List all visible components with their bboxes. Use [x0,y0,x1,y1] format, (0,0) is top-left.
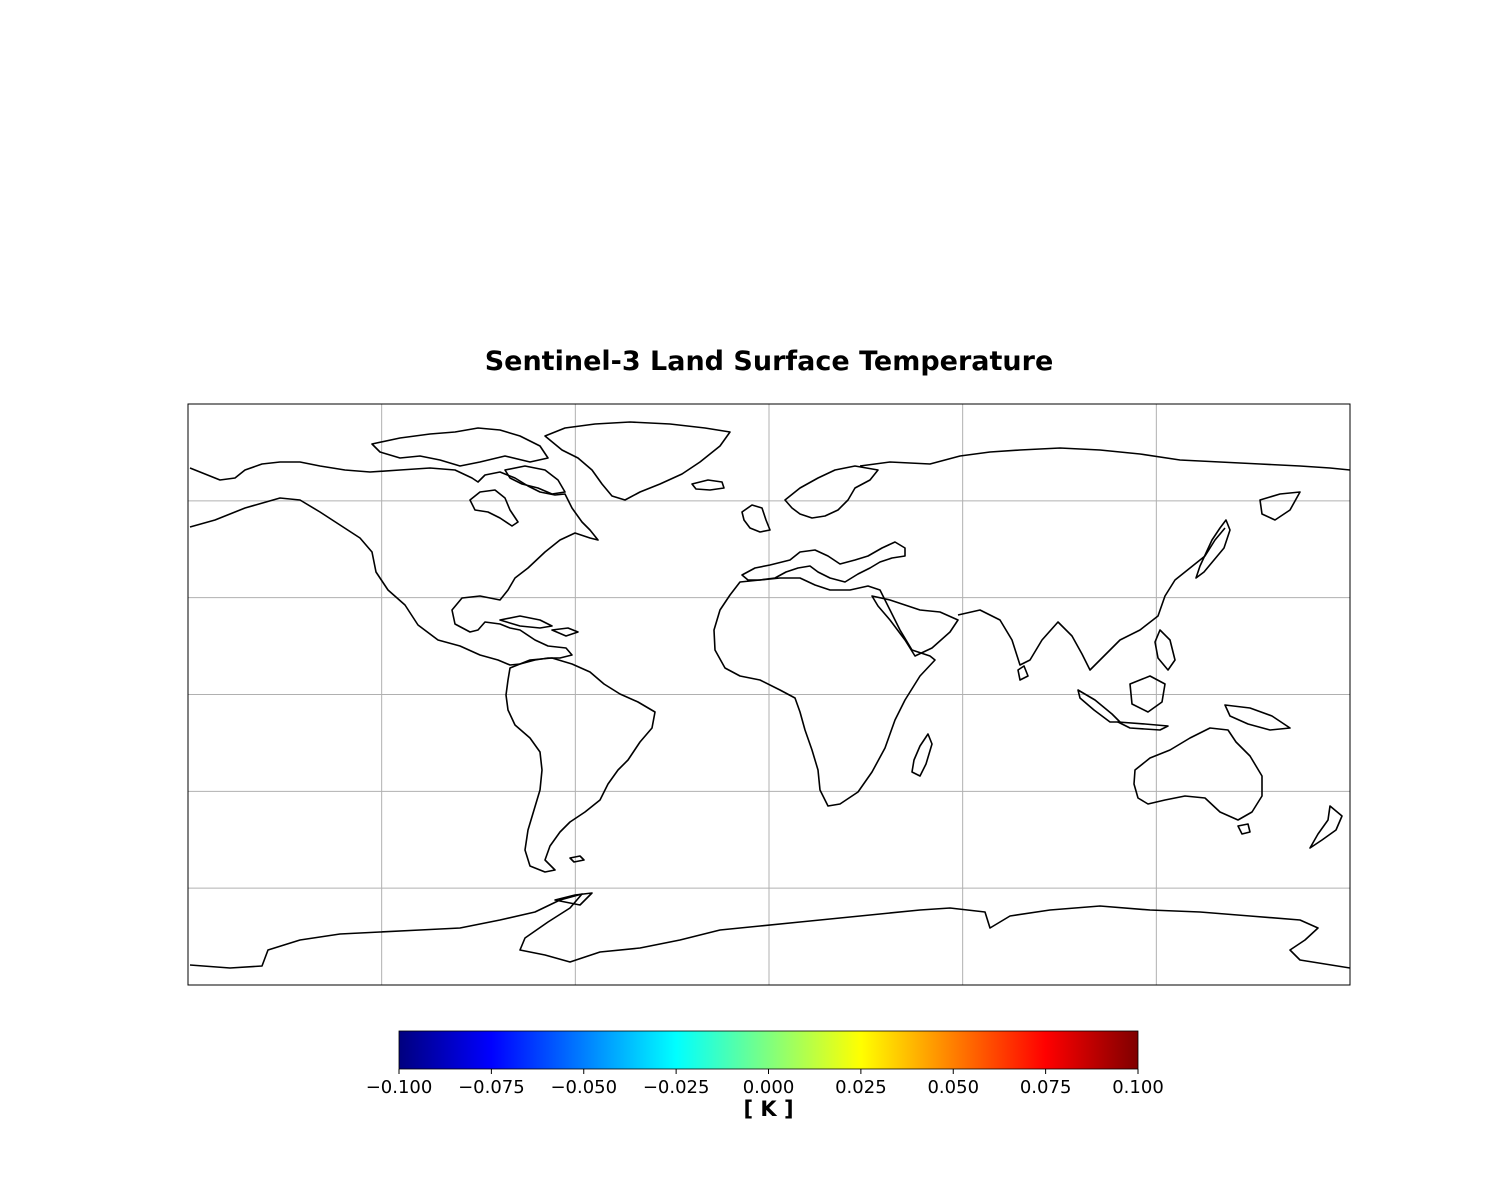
coastline-kamchatka [1259,491,1301,521]
coastline-asia-south [957,527,1226,671]
coastline-sri-lanka [1017,665,1029,681]
colorbar-tick-label: −0.075 [458,1077,525,1098]
colorbar-tick-label: −0.025 [643,1077,710,1098]
coastlines [189,421,1350,969]
coastline-australia [1133,727,1263,821]
coastline-madagascar [911,733,933,777]
map-frame [187,403,1351,986]
map-panel [187,403,1351,986]
colorbar-label: [ K ] [743,1097,794,1121]
coastline-south-america [505,657,656,873]
gridlines [188,404,1350,985]
map-title: Sentinel-3 Land Surface Temperature [484,346,1054,377]
coastline-greenland [544,421,731,501]
coastline-iceland [691,479,725,491]
coastline-hispaniola [551,627,579,637]
colorbar: −0.100 −0.075 −0.050 −0.025 0.000 0.025 0.050 0… [366,1030,1164,1098]
coastline-sumatra [1077,689,1121,723]
colorbar-tick-label: 0.075 [1020,1077,1072,1098]
colorbar-tick-label: −0.100 [366,1077,433,1098]
coastline-tasmania [1237,823,1251,835]
coastline-borneo [1129,675,1166,713]
colorbar-tick-label: 0.025 [835,1077,887,1098]
coastline-japan [1195,519,1231,579]
coastline-ross-ice-shelf [554,892,593,906]
coastline-europe [741,541,906,583]
colorbar-tick-label: 0.100 [1112,1077,1164,1098]
coastline-arctic-islands [371,427,549,467]
coastline-java [1117,721,1169,731]
coastline-africa [713,577,936,807]
coastline-scandinavia [784,465,879,519]
colorbar-ticks: −0.100 −0.075 −0.050 −0.025 0.000 0.025 0.050 0… [366,1069,1164,1098]
coastline-baffin [504,465,566,495]
coastline-falklands [569,855,585,863]
coastline-north-russia [859,447,1350,471]
coastline-hudson-bay [469,489,519,527]
colorbar-tick-label: 0.050 [927,1077,979,1098]
colorbar-gradient [398,1030,1139,1070]
coastline-philippines [1154,629,1176,671]
colorbar-tick-label: −0.050 [550,1077,617,1098]
coastline-british-isles [741,504,771,533]
coastline-cuba [499,615,553,629]
coastline-new-zealand [1309,805,1343,849]
coastline-antarctica [189,893,1350,969]
coastline-new-guinea [1224,704,1291,731]
colorbar-tick-label: 0.000 [743,1077,795,1098]
coastline-north-america [189,461,599,666]
coastline-arabia [871,595,959,657]
